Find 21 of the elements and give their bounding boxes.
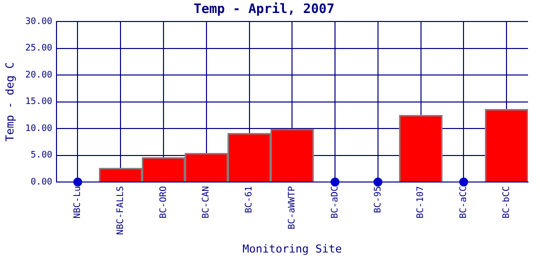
x-tick-label: BC-bCC <box>502 186 512 219</box>
x-tick-label: BC-107 <box>416 186 426 219</box>
chart-title: Temp - April, 2007 <box>194 2 334 18</box>
x-axis-title: Monitoring Site <box>242 242 342 256</box>
y-tick-label: 20.00 <box>25 70 52 80</box>
x-tick-label: NBC-FALLS <box>116 186 126 235</box>
x-tick-label: BC-95 <box>373 186 384 214</box>
y-tick-label: 15.00 <box>25 97 52 108</box>
y-tick-label: 5.00 <box>30 150 52 161</box>
x-tick-label: BC-aWWTP <box>287 185 298 230</box>
y-axis-title: Temp - deg C <box>3 62 16 142</box>
y-tick-label: 10.00 <box>25 124 52 134</box>
y-tick-label: 25.00 <box>25 44 52 54</box>
y-tick-label: 0.00 <box>30 177 52 188</box>
x-tick-label: BC-61 <box>244 186 255 214</box>
x-tick-label: NBC-Lu <box>73 186 84 219</box>
x-tick-label: BC-CAN <box>202 186 212 219</box>
y-tick-label: 30.00 <box>25 16 52 27</box>
x-tick-label: BC-aDC <box>330 186 340 219</box>
x-tick-label: BC-aCC <box>459 186 470 219</box>
x-tick-label: BC-ORO <box>158 186 169 219</box>
